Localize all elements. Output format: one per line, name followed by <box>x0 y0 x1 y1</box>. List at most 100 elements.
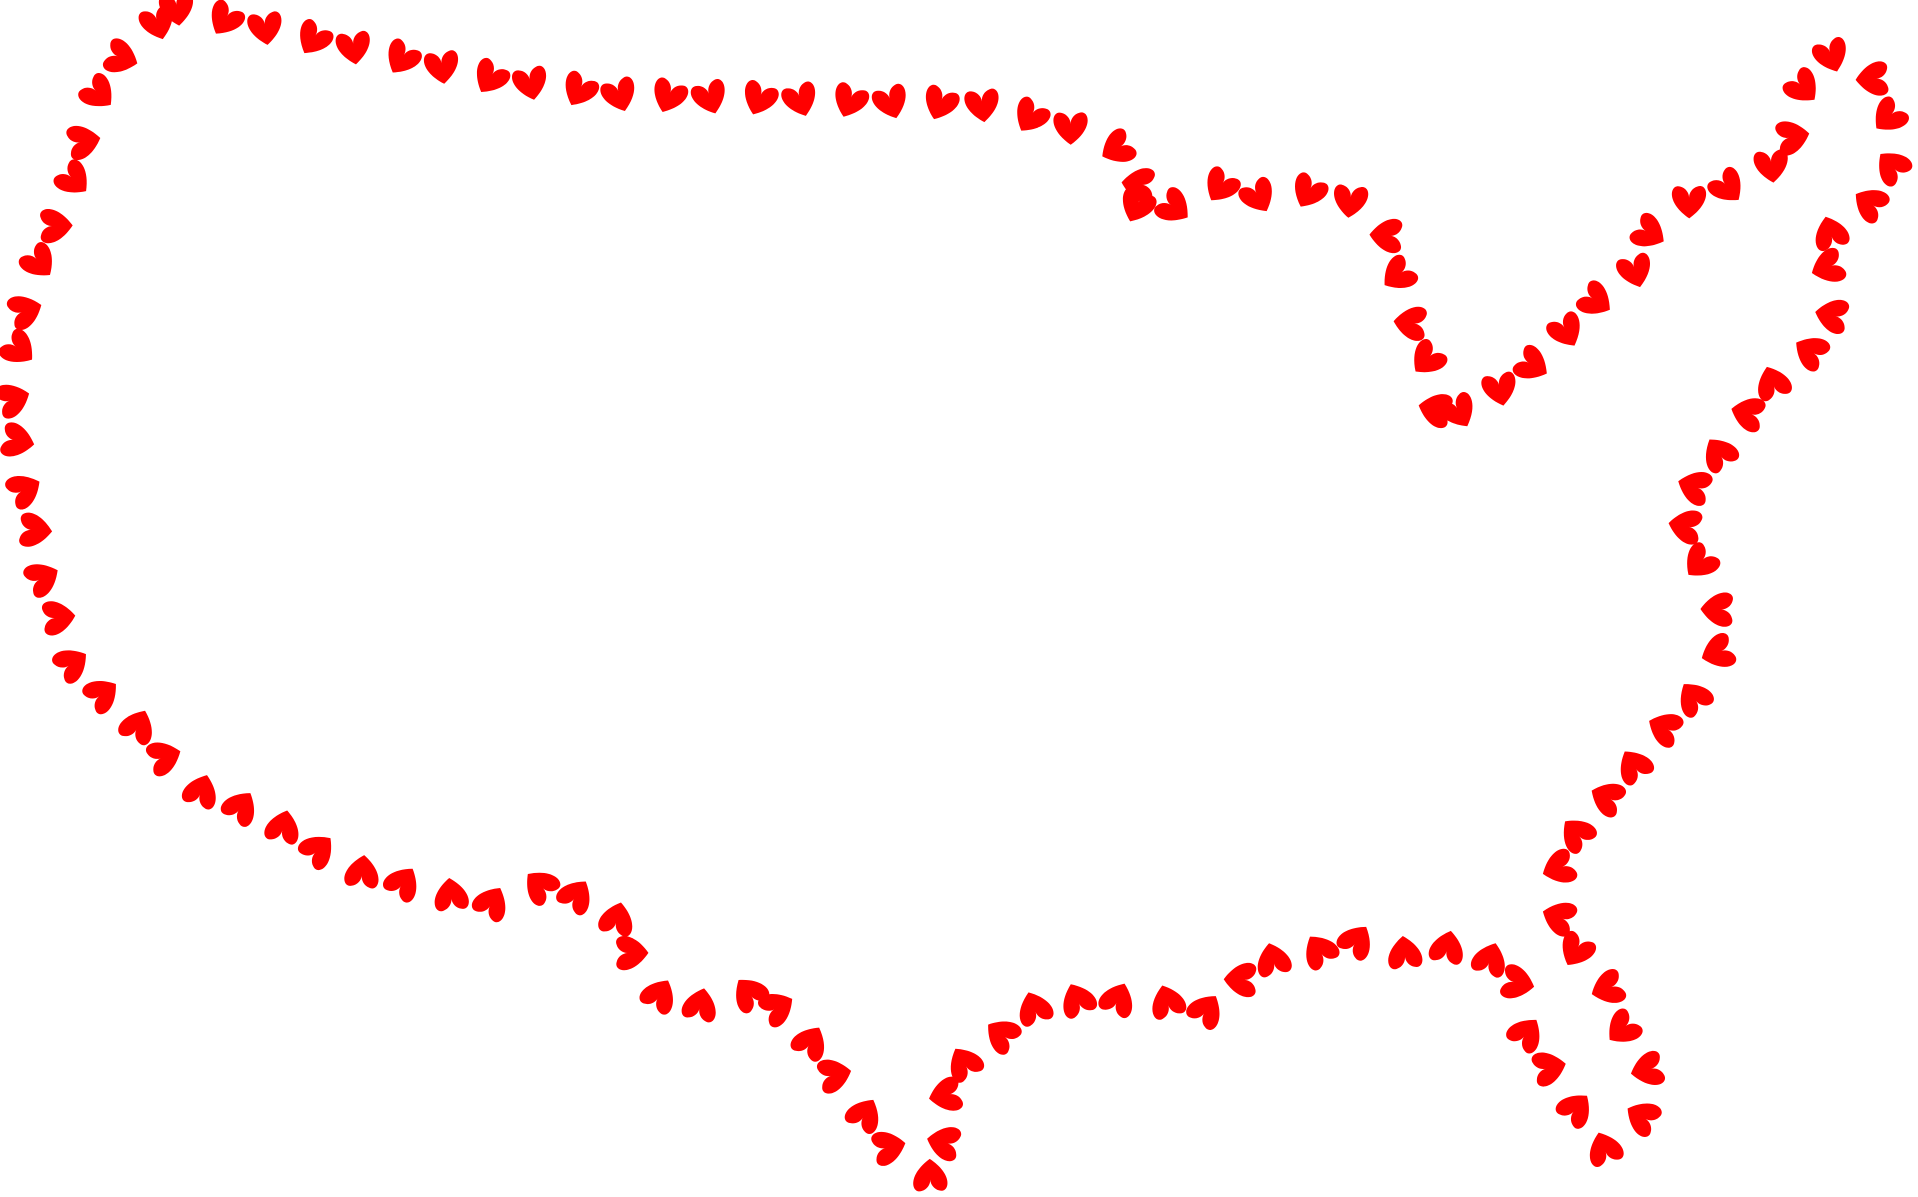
heart <box>1585 967 1628 1011</box>
heart <box>1096 976 1141 1021</box>
heart <box>466 55 513 102</box>
heart <box>1053 112 1088 145</box>
heart <box>1627 210 1673 257</box>
heart <box>1391 304 1428 342</box>
heart <box>869 1126 910 1168</box>
heart <box>688 77 732 119</box>
heart <box>869 82 913 124</box>
heart <box>75 70 123 118</box>
heart <box>646 75 691 119</box>
heart <box>1479 370 1521 410</box>
heart <box>912 1158 948 1192</box>
heart <box>179 769 224 812</box>
heart <box>1598 1005 1646 1053</box>
heart <box>1530 1047 1570 1089</box>
heart <box>1582 1126 1626 1169</box>
heart <box>827 80 872 124</box>
heart <box>1806 245 1849 290</box>
heart <box>779 79 823 122</box>
heart <box>1618 1093 1665 1140</box>
heart <box>1503 1009 1551 1057</box>
heart <box>343 853 382 890</box>
heart <box>21 555 66 601</box>
heart <box>1285 170 1332 215</box>
heart <box>1295 927 1343 973</box>
heart <box>1809 211 1852 253</box>
heart <box>1811 295 1851 336</box>
heart <box>49 639 96 687</box>
heart <box>1641 705 1686 751</box>
heart <box>963 87 1002 125</box>
heart <box>378 36 425 82</box>
heart <box>39 208 74 244</box>
heart <box>1846 179 1893 227</box>
heart <box>1368 217 1403 254</box>
heart <box>1676 539 1724 587</box>
heart <box>516 861 564 909</box>
heart <box>1235 174 1282 220</box>
heart <box>1510 342 1556 389</box>
heart <box>1695 429 1742 476</box>
heart <box>0 326 43 374</box>
heart <box>923 1122 963 1163</box>
heart <box>815 1054 856 1096</box>
heart <box>5 288 48 333</box>
heart <box>1671 185 1707 219</box>
heart <box>0 420 38 462</box>
heart <box>1854 60 1889 97</box>
heart <box>1094 125 1139 172</box>
heart <box>918 82 962 126</box>
heart <box>1787 327 1833 375</box>
heart <box>556 68 602 114</box>
heart <box>1333 917 1381 964</box>
heart <box>201 0 248 43</box>
heart <box>1584 775 1629 820</box>
heart <box>41 598 78 637</box>
heart <box>1374 252 1421 299</box>
heart <box>1183 986 1231 1033</box>
heart <box>1196 163 1244 210</box>
heart <box>218 783 265 830</box>
heart <box>262 806 304 846</box>
heart <box>144 735 187 779</box>
heart <box>65 121 104 162</box>
heart <box>1403 336 1451 384</box>
heart <box>380 859 427 906</box>
heart <box>1610 742 1657 788</box>
heart <box>1704 164 1752 211</box>
heart <box>101 36 144 80</box>
heart <box>1779 64 1827 112</box>
heart <box>295 825 343 873</box>
heart <box>289 16 337 63</box>
heart <box>1699 591 1734 627</box>
heart <box>1498 962 1538 1004</box>
heart <box>1867 142 1916 190</box>
heart <box>615 935 649 971</box>
heart <box>842 1091 889 1137</box>
heart <box>1252 939 1294 979</box>
heart <box>596 898 638 938</box>
heart <box>1573 277 1620 325</box>
heart <box>1614 251 1657 293</box>
heart <box>50 156 98 204</box>
heart <box>115 703 161 748</box>
heart <box>1223 962 1257 998</box>
heart <box>1750 361 1794 404</box>
heart <box>422 49 462 87</box>
heart <box>788 1018 834 1065</box>
heart <box>636 971 683 1017</box>
heart <box>18 512 54 549</box>
heart <box>1553 1084 1601 1132</box>
heart <box>0 377 35 421</box>
heart <box>1055 977 1100 1021</box>
heart <box>1427 927 1468 966</box>
heart <box>334 30 373 67</box>
heart <box>1151 184 1198 232</box>
heart <box>1385 934 1424 970</box>
heart <box>246 10 285 48</box>
heart <box>1669 674 1717 721</box>
heart <box>1864 93 1912 141</box>
heart <box>1626 1049 1667 1091</box>
